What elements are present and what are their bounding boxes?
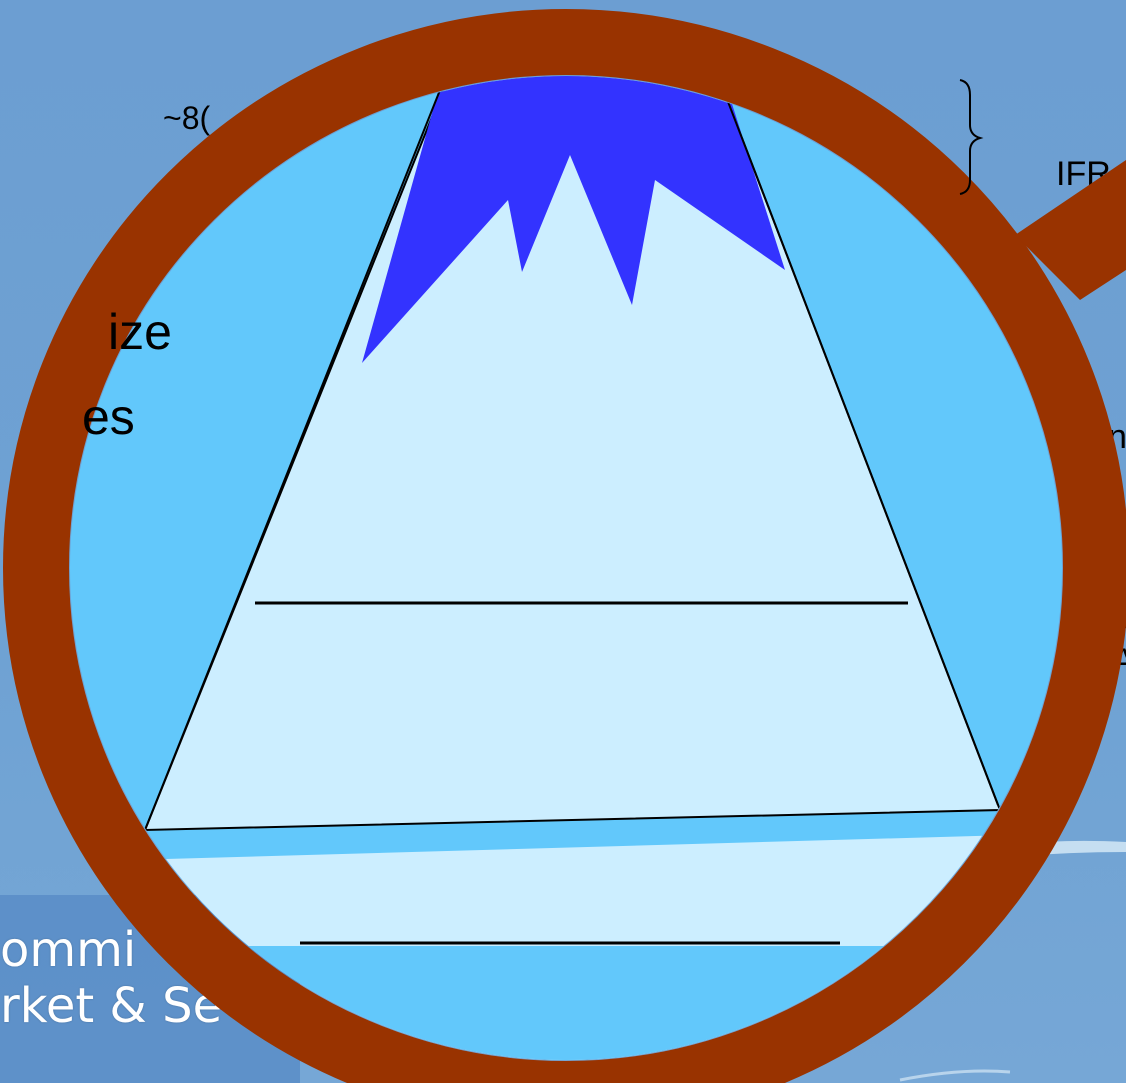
footer-line-2: rket & Se [0,978,223,1034]
magnifier-handle [1015,160,1126,300]
label-left-mid-2: es [82,389,135,445]
label-top-left-percent: ~8( [163,100,211,136]
snow-cap [362,76,785,363]
curly-brace [959,79,984,195]
magnifying-glass-icon [3,9,1126,1083]
footer-line-1: ommi [0,922,137,978]
label-left-mid-1: ize [108,304,172,360]
